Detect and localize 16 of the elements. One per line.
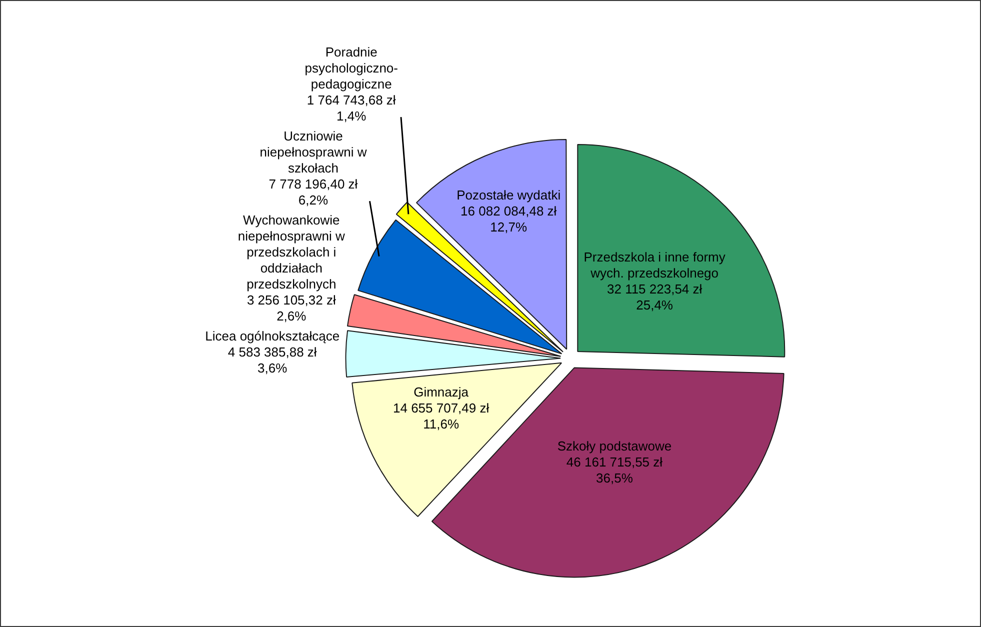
slice-label: Pozostałe wydatki — [456, 188, 561, 203]
slice-label: Szkoły podstawowe — [557, 438, 672, 454]
slice-label: Przedszkola i inne formy wych. przedszkolnego — [584, 250, 726, 281]
slice-label: Licea ogólnokształcące — [205, 328, 340, 344]
slice-label: Uczniowie niepełnosprawni w szkołach — [260, 128, 368, 176]
data-label: 16 082 084,48 zł 12,7% — [460, 204, 557, 235]
slice-label: Wychowankowie niepełnosprawni w przedszkolach i oddziałach przedszkolnych — [238, 212, 346, 292]
slice-label: Gimnazja — [414, 384, 470, 400]
slice-label: Poradnie psychologiczno-pedagogiczne — [304, 44, 398, 92]
data-label: 7 778 196,40 zł 6,2% — [268, 176, 358, 208]
data-label: 4 583 385,88 zł 3,6% — [228, 344, 317, 376]
data-label: 46 161 715,55 zł 36,5% — [566, 454, 663, 486]
data-label: 1 764 743,68 zł 1,4% — [306, 92, 396, 124]
data-label: 14 655 707,49 zł 11,6% — [392, 400, 490, 432]
data-label: 32 115 223,54 zł 25,4% — [606, 282, 702, 313]
data-label: 3 256 105,32 zł 2,6% — [246, 292, 336, 324]
